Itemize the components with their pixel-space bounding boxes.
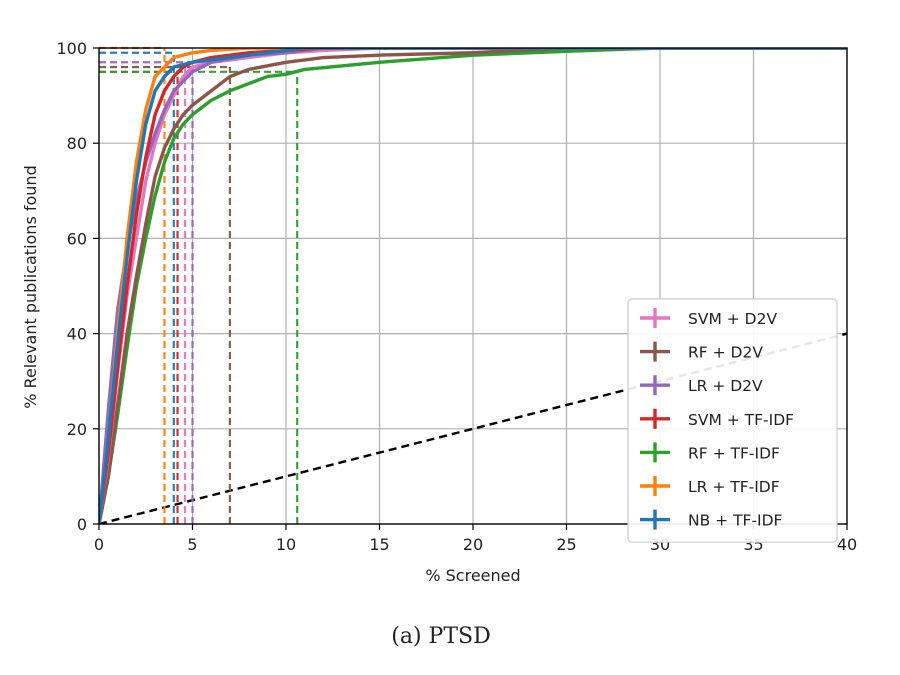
legend-label: RF + D2V	[688, 344, 763, 362]
y-tick-label: 80	[67, 134, 87, 153]
series-line-1	[99, 48, 847, 524]
legend-label: LR + TF-IDF	[688, 478, 780, 496]
y-axis-label: % Relevant publications found	[21, 165, 40, 408]
legend-label: SVM + D2V	[688, 310, 777, 328]
x-tick-label: 10	[276, 535, 296, 554]
y-tick-label: 60	[67, 229, 87, 248]
legend-box	[627, 298, 838, 543]
x-tick-label: 25	[556, 535, 576, 554]
x-tick-label: 15	[369, 535, 389, 554]
x-tick-label: 0	[94, 535, 104, 554]
series-line-6	[99, 48, 847, 524]
x-tick-label: 40	[837, 535, 857, 554]
y-tick-label: 20	[67, 420, 87, 439]
y-tick-label: 40	[67, 325, 87, 344]
figure-caption: (a) PTSD	[391, 624, 490, 649]
x-tick-label: 5	[187, 535, 197, 554]
y-tick-label: 0	[77, 515, 87, 534]
legend-label: SVM + TF-IDF	[688, 411, 794, 429]
x-axis-label: % Screened	[425, 566, 520, 585]
series-line-4	[99, 48, 847, 524]
legend-label: NB + TF-IDF	[688, 512, 783, 530]
y-tick-label: 100	[56, 39, 87, 58]
legend-label: LR + D2V	[688, 377, 763, 395]
legend-label: RF + TF-IDF	[688, 444, 780, 462]
legend: SVM + D2V RF + D2V LR + D2V SVM + TF-IDF RF …	[627, 298, 838, 543]
x-tick-label: 20	[463, 535, 483, 554]
